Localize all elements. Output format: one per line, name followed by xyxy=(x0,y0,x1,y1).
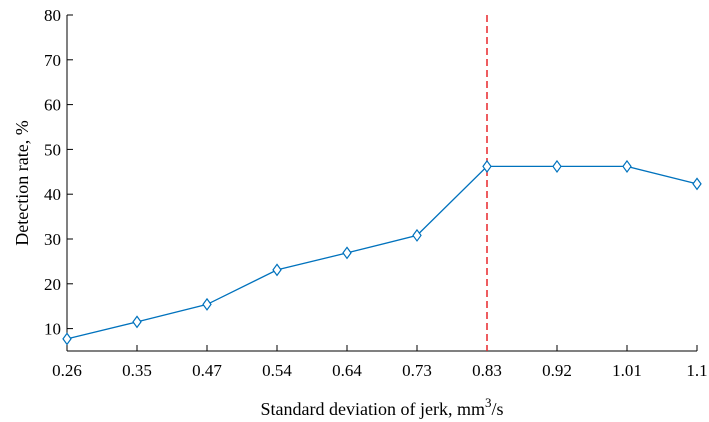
y-tick-label: 70 xyxy=(44,51,61,70)
axes xyxy=(66,15,697,352)
data-point xyxy=(412,228,422,242)
data-point xyxy=(132,315,142,329)
x-tick-label: 0.26 xyxy=(52,361,82,380)
x-axis-title-suffix: /s xyxy=(491,399,503,419)
data-point xyxy=(552,159,562,173)
x-tick-label: 0.73 xyxy=(402,361,432,380)
data-point xyxy=(692,177,702,191)
x-tick-label: 0.54 xyxy=(262,361,292,380)
x-tick-label: 0.47 xyxy=(192,361,222,380)
x-tick-label: 0.64 xyxy=(332,361,362,380)
y-tick-label: 30 xyxy=(44,230,61,249)
data-point xyxy=(482,159,492,173)
x-axis-title-exponent: 3 xyxy=(485,395,492,410)
y-tick-label: 50 xyxy=(44,140,61,159)
data-point xyxy=(62,332,72,346)
x-axis-title: Standard deviation of jerk, mm3/s xyxy=(261,395,504,419)
y-tick-label: 80 xyxy=(44,6,61,25)
y-axis-title: Detection rate, % xyxy=(12,120,32,245)
x-tick-label: 1.01 xyxy=(612,361,642,380)
x-tick-label: 0.83 xyxy=(472,361,502,380)
data-point xyxy=(202,297,212,311)
x-axis-title-main: Standard deviation of jerk, mm xyxy=(261,399,485,419)
y-tick-label: 40 xyxy=(44,185,61,204)
data-markers xyxy=(62,159,702,346)
data-line xyxy=(66,165,698,340)
data-point xyxy=(272,263,282,277)
data-point xyxy=(622,159,632,173)
y-ticks: 10 20 30 40 50 60 70 80 xyxy=(44,6,73,339)
y-tick-label: 20 xyxy=(44,275,61,294)
y-tick-label: 60 xyxy=(44,96,61,115)
data-point xyxy=(342,246,352,260)
x-ticks: 0.26 0.35 0.47 0.54 0.64 0.73 0.83 0.92 1.01 1.1 xyxy=(52,345,708,380)
x-tick-label: 0.35 xyxy=(122,361,152,380)
y-tick-label: 10 xyxy=(44,320,61,339)
x-tick-label: 1.1 xyxy=(686,361,707,380)
x-tick-label: 0.92 xyxy=(542,361,572,380)
